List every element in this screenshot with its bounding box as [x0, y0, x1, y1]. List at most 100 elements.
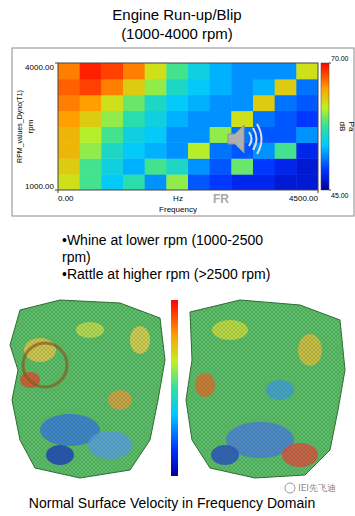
cell — [101, 111, 123, 127]
engine-picture — [5, 297, 352, 483]
cell — [275, 127, 297, 143]
colorbar-tick — [329, 63, 331, 64]
sound-wave — [249, 132, 252, 146]
title: Engine Run-up/Blip — [112, 6, 241, 23]
cell — [145, 127, 167, 143]
cell — [101, 158, 123, 174]
cell — [145, 79, 167, 95]
cell — [145, 63, 167, 79]
cell — [231, 95, 253, 111]
cell — [101, 63, 123, 79]
engine-part — [23, 343, 67, 387]
cell — [253, 63, 275, 79]
cell — [188, 111, 210, 127]
colorbar — [321, 63, 329, 190]
cell — [188, 95, 210, 111]
cell — [123, 158, 145, 174]
y-tick — [55, 63, 58, 64]
x-tick-label: 4500.00 — [289, 194, 318, 203]
cell — [231, 174, 253, 190]
sound-wave — [257, 124, 262, 154]
cell — [210, 158, 232, 174]
cell — [231, 111, 253, 127]
cell — [166, 142, 188, 158]
colorbar-tick-label: 45.00 — [331, 192, 349, 199]
cell — [253, 79, 275, 95]
cell — [101, 142, 123, 158]
cell — [210, 174, 232, 190]
cell — [188, 142, 210, 158]
cell — [275, 79, 297, 95]
cell — [275, 63, 297, 79]
cell — [101, 174, 123, 190]
heatmap-cells — [58, 63, 318, 190]
cell — [275, 142, 297, 158]
cell — [80, 127, 102, 143]
cell — [166, 63, 188, 79]
cell — [80, 111, 102, 127]
cell — [231, 79, 253, 95]
subtitle: (1000-4000 rpm) — [121, 25, 233, 42]
cell — [123, 127, 145, 143]
engine-body — [186, 300, 345, 478]
cell — [58, 63, 80, 79]
cell — [101, 79, 123, 95]
cell — [231, 63, 253, 79]
x-label: Frequency — [159, 205, 197, 214]
cell — [210, 111, 232, 127]
cell — [275, 158, 297, 174]
cell — [253, 95, 275, 111]
cell — [296, 174, 318, 190]
cell — [231, 158, 253, 174]
cell — [123, 95, 145, 111]
cell — [296, 95, 318, 111]
cell — [296, 142, 318, 158]
engine-mesh — [186, 300, 345, 478]
engine-body — [10, 300, 165, 478]
chart-panel — [12, 48, 354, 216]
cell — [166, 174, 188, 190]
cell — [296, 127, 318, 143]
cell — [253, 158, 275, 174]
cell — [210, 63, 232, 79]
bullet: •Rattle at higher rpm (>2500 rpm) — [62, 266, 270, 283]
sound-wave — [253, 128, 257, 150]
cell — [123, 111, 145, 127]
cell — [296, 158, 318, 174]
cell — [123, 142, 145, 158]
cell — [80, 63, 102, 79]
cell — [58, 174, 80, 190]
cell — [58, 142, 80, 158]
cell — [145, 95, 167, 111]
colorbar-tick-label: 70.00 — [331, 55, 349, 62]
cell — [210, 142, 232, 158]
cell — [145, 158, 167, 174]
colorbar-unit: Pa — [347, 122, 355, 132]
cell — [296, 111, 318, 127]
x-tick — [58, 190, 59, 193]
picture-colorbar — [171, 300, 178, 476]
annotation: FR — [213, 192, 229, 206]
picture-bg — [5, 297, 352, 483]
cell — [80, 95, 102, 111]
cell — [188, 158, 210, 174]
cell — [296, 79, 318, 95]
watermark-text: IEI先飞迪 — [298, 483, 336, 493]
cell — [166, 158, 188, 174]
cell — [123, 63, 145, 79]
cell — [166, 79, 188, 95]
cell — [80, 79, 102, 95]
cell — [58, 79, 80, 95]
x-tick — [318, 190, 319, 193]
watermark: IEI先飞迪 — [285, 483, 336, 493]
cell — [145, 111, 167, 127]
cell — [275, 111, 297, 127]
cell — [80, 158, 102, 174]
bullet: •Whine at lower rpm (1000-2500 rpm) — [62, 232, 284, 266]
cell — [296, 63, 318, 79]
cell — [188, 63, 210, 79]
engine-mesh — [10, 300, 165, 478]
cell — [80, 174, 102, 190]
colorbar-tick — [329, 190, 331, 191]
cell — [210, 79, 232, 95]
